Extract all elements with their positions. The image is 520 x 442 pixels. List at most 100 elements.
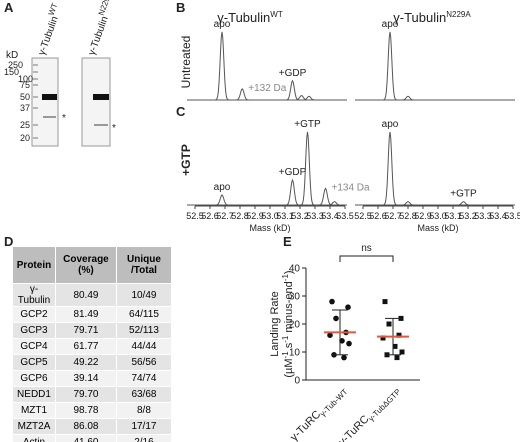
gel-marker: *: [112, 123, 116, 134]
x-tick-label: 53.3: [474, 211, 492, 221]
table-cell: 61.77: [55, 338, 117, 355]
table-cell: GCP4: [12, 338, 56, 355]
panel-label: C: [176, 104, 186, 119]
x-tick-label-sub: γ-TubΔGTP: [367, 387, 403, 423]
table-cell: 8/8: [115, 402, 173, 419]
table-cell: GCP6: [12, 370, 56, 387]
peak-label: apo: [382, 119, 399, 130]
table-cell: 79.70: [55, 386, 117, 403]
x-tick-label: 52.8: [399, 211, 417, 221]
x-tick-label: 53.5: [336, 211, 354, 221]
panel-label: E: [283, 234, 292, 249]
table-row: GCP4 61.77 44/44: [12, 338, 173, 355]
gel-image: [81, 57, 111, 147]
table-cell: 10/49: [115, 283, 173, 307]
peak-label: +GTP: [450, 189, 477, 200]
ladder-label: 20: [20, 133, 30, 143]
data-point: [399, 349, 405, 355]
peak: [294, 95, 309, 101]
ladder-label: 250: [8, 60, 23, 70]
ladder-label: 25: [20, 120, 30, 130]
x-tick-label: 52.8: [231, 211, 249, 221]
row-label: Untreated: [179, 36, 193, 89]
table-cell: 98.78: [55, 402, 117, 419]
table-cell: 44/44: [115, 338, 173, 355]
column-title-sup: N229A: [446, 10, 471, 19]
table-cell: 41.60: [55, 434, 117, 442]
table-row: GCP5 49.22 56/56: [12, 354, 173, 371]
table-cell: 52/113: [115, 322, 173, 339]
x-tick-label: 53.2: [291, 211, 309, 221]
peak: [400, 95, 416, 101]
peak: [382, 131, 398, 206]
column-title-sup: WT: [270, 10, 283, 19]
table-cell: 17/17: [115, 418, 173, 435]
gel-image: [31, 57, 59, 147]
table-row: MZT1 98.78 8/8: [12, 402, 173, 419]
x-tick-label: 52.9: [414, 211, 432, 221]
x-tick-label: 53.0: [429, 211, 447, 221]
table-cell: 49.22: [55, 354, 117, 371]
peak: [235, 88, 250, 101]
data-point: [394, 355, 400, 361]
x-tick-label: 53.5: [504, 211, 520, 221]
peak-label: +GDP: [279, 167, 307, 178]
table-cell: 74/74: [115, 370, 173, 387]
gel-band: [43, 116, 56, 118]
data-point: [329, 298, 335, 305]
data-point: [345, 304, 351, 311]
table-header: Protein: [12, 246, 56, 284]
x-tick-label: 53.4: [489, 211, 507, 221]
peak: [400, 201, 416, 206]
table-cell: MZT2A: [12, 418, 56, 435]
table-row: GCP6 39.14 74/74: [12, 370, 173, 387]
table-row: MZT2A 86.08 17/17: [12, 418, 173, 435]
table-row: GCP2 81.49 64/115: [12, 306, 173, 323]
table-cell: GCP2: [12, 306, 56, 323]
y-axis-label-part: -1: [281, 351, 290, 359]
panel-label: B: [176, 0, 185, 15]
lane-label: γ-TubulinWT: [33, 2, 65, 57]
x-tick-label: 52.6: [369, 211, 387, 221]
peak-label: +GTP: [294, 119, 321, 130]
table-cell: 2/16: [115, 434, 173, 442]
peak: [301, 95, 317, 101]
x-tick-label: 53.3: [306, 211, 324, 221]
table-cell: 86.08: [55, 418, 117, 435]
peak: [300, 131, 315, 206]
data-point: [333, 315, 339, 322]
significance-label: ns: [361, 243, 372, 254]
y-axis-label: Landing Rate: [269, 291, 281, 356]
data-point: [386, 321, 392, 327]
table-cell: γ-Tubulin: [12, 283, 56, 307]
table-cell: GCP3: [12, 322, 56, 339]
significance-bracket: [339, 255, 394, 262]
y-axis-label-part: Landing Rate: [269, 291, 281, 356]
x-tick-label-main: γ-TuRC: [288, 409, 323, 442]
y-tick-label: 40: [289, 264, 301, 275]
peak: [285, 178, 300, 206]
y-axis-label-part: s: [283, 342, 295, 351]
data-point: [327, 332, 333, 339]
peak-label: apo: [214, 182, 231, 193]
column-title: γ-TubulinWT: [217, 10, 283, 25]
gel-band: [93, 94, 109, 100]
x-tick-label: 52.5: [186, 211, 204, 221]
gel-unit: kD: [6, 50, 18, 61]
table-row: γ-Tubulin 80.49 10/49: [12, 283, 173, 307]
lane-label-sup: N229A: [97, 0, 114, 17]
data-point: [380, 335, 386, 341]
table-cell: 79.71: [55, 322, 117, 339]
x-tick-label: 52.6: [201, 211, 219, 221]
gel-band: [94, 124, 108, 126]
x-tick-label: 53.1: [444, 211, 462, 221]
table-cell: Actin: [12, 434, 56, 442]
y-tick-label: 30: [289, 292, 301, 303]
peak-label: +134 Da: [332, 182, 371, 193]
table-cell: 80.49: [55, 283, 117, 307]
column-title-main: γ-Tubulin: [393, 10, 446, 25]
x-tick-label-sub: γ-Tub-WT: [318, 387, 349, 418]
data-point: [392, 343, 398, 349]
x-tick-label: 53.1: [276, 211, 294, 221]
